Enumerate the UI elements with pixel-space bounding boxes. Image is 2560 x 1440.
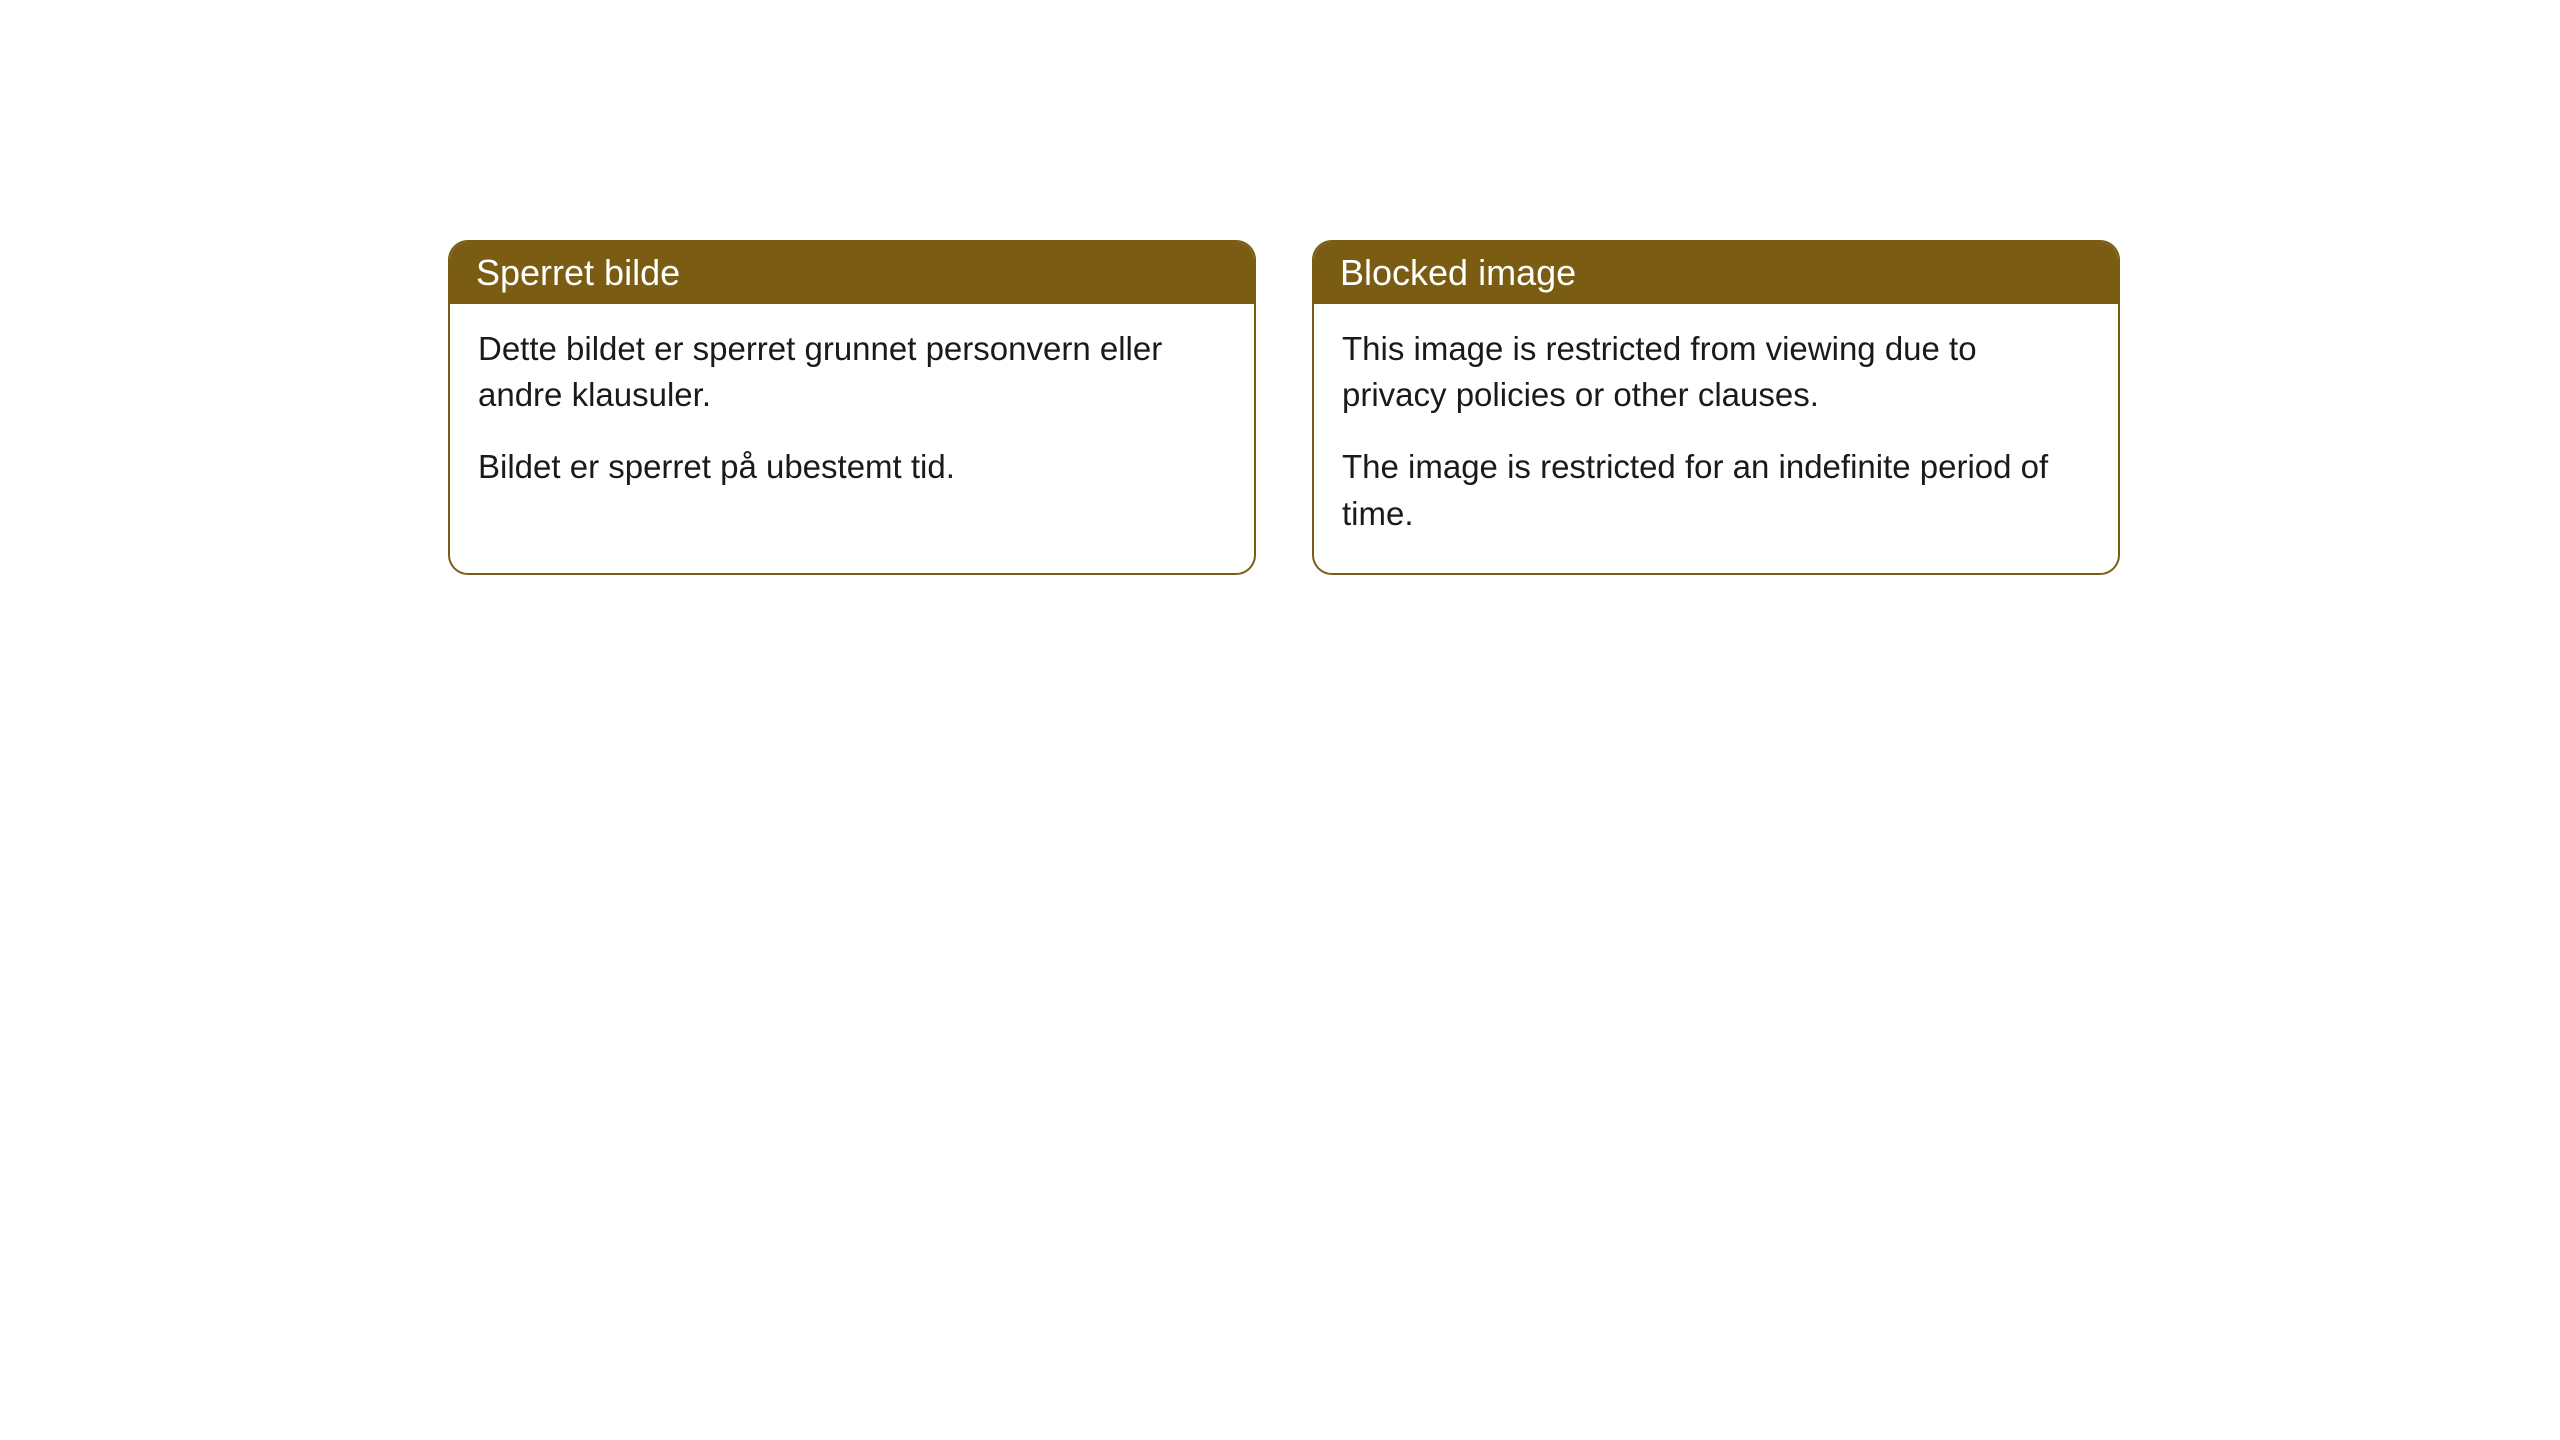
card-text-english-2: The image is restricted for an indefinit… <box>1342 444 2090 536</box>
card-title-norwegian: Sperret bilde <box>476 252 680 293</box>
card-body-norwegian: Dette bildet er sperret grunnet personve… <box>450 304 1254 527</box>
card-text-norwegian-1: Dette bildet er sperret grunnet personve… <box>478 326 1226 418</box>
card-norwegian: Sperret bilde Dette bildet er sperret gr… <box>448 240 1256 575</box>
cards-container: Sperret bilde Dette bildet er sperret gr… <box>448 240 2120 575</box>
card-body-english: This image is restricted from viewing du… <box>1314 304 2118 573</box>
card-text-english-1: This image is restricted from viewing du… <box>1342 326 2090 418</box>
card-header-english: Blocked image <box>1314 242 2118 304</box>
card-title-english: Blocked image <box>1340 252 1576 293</box>
card-english: Blocked image This image is restricted f… <box>1312 240 2120 575</box>
card-text-norwegian-2: Bildet er sperret på ubestemt tid. <box>478 444 1226 490</box>
card-header-norwegian: Sperret bilde <box>450 242 1254 304</box>
